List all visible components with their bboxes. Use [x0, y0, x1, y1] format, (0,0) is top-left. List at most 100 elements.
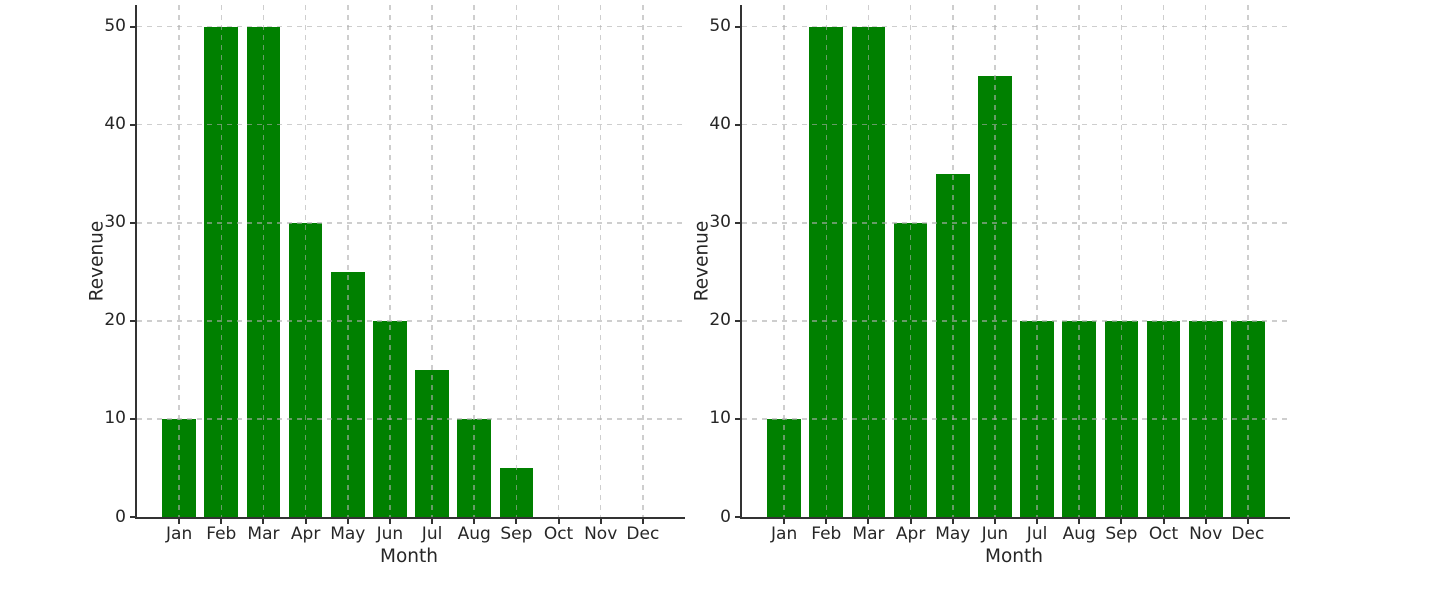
x-tick-jul [431, 519, 434, 524]
x-tick-label-may: May [935, 524, 971, 544]
x-tick-label-aug: Aug [1062, 524, 1096, 544]
y-tick-label-10: 10 [104, 408, 126, 429]
x-tick-aug [473, 519, 476, 524]
y-tick-label-30: 30 [104, 212, 126, 233]
y-tick-30 [130, 221, 135, 224]
y-tick-label-20: 20 [104, 310, 126, 331]
x-tick-label-may: May [330, 524, 366, 544]
plot-area-right: 0 10 20 30 40 50 Jan Feb Mar Apr May Jun Jul Aug Sep Oc… [709, 5, 1290, 543]
x-tick-nov [599, 519, 602, 524]
y-tick-20 [735, 319, 740, 322]
bar-dec [1230, 320, 1265, 517]
y-tick-label-0: 0 [115, 506, 126, 527]
bar-feb [204, 26, 239, 517]
y-tick-label-10: 10 [709, 408, 731, 429]
y-tick-40 [130, 123, 135, 126]
y-tick-50 [130, 25, 135, 28]
x-tick-apr [304, 519, 307, 524]
bar-nov [1188, 320, 1223, 517]
x-tick-oct [557, 519, 560, 524]
y-tick-10 [130, 417, 135, 420]
x-tick-label-jul: Jul [1026, 524, 1048, 544]
y-tick-label-50: 50 [709, 16, 731, 37]
x-tick-label-apr: Apr [895, 524, 926, 544]
y-tick-10 [735, 417, 740, 420]
x-tick-dec [641, 519, 644, 524]
y-tick-50 [735, 25, 740, 28]
bar-apr [893, 222, 928, 517]
x-tick-dec [1246, 519, 1249, 524]
x-tick-label-nov: Nov [584, 524, 618, 544]
x-tick-label-jul: Jul [421, 524, 443, 544]
bar-aug [1062, 320, 1097, 517]
x-tick-mar [262, 519, 265, 524]
x-tick-label-dec: Dec [1231, 524, 1265, 544]
bar-aug [457, 418, 492, 517]
v-gridline-sep [515, 5, 518, 517]
x-tick-feb [825, 519, 828, 524]
x-tick-label-jan: Jan [771, 524, 798, 544]
bar-jul [1020, 320, 1054, 517]
y-tick-20 [130, 319, 135, 322]
y-tick-label-50: 50 [104, 16, 126, 37]
x-axis-label: Month [985, 546, 1043, 567]
x-tick-label-oct: Oct [1148, 524, 1179, 544]
x-tick-label-mar: Mar [247, 524, 280, 544]
x-tick-jun [388, 519, 391, 524]
bar-mar [851, 26, 886, 517]
bar-jun [373, 320, 407, 517]
x-tick-aug [1078, 519, 1081, 524]
x-tick-sep [1120, 519, 1123, 524]
x-tick-label-jun: Jun [981, 524, 1009, 544]
x-tick-jul [1036, 519, 1039, 524]
y-tick-label-30: 30 [709, 212, 731, 233]
x-tick-jan [783, 519, 786, 524]
y-tick-label-40: 40 [709, 114, 731, 135]
y-tick-label-20: 20 [709, 310, 731, 331]
v-gridline-oct [557, 5, 560, 517]
x-tick-mar [867, 519, 870, 524]
x-tick-label-apr: Apr [290, 524, 321, 544]
bar-mar [246, 26, 281, 517]
x-tick-label-jun: Jun [376, 524, 404, 544]
y-tick-40 [735, 123, 740, 126]
x-tick-jun [993, 519, 996, 524]
x-tick-label-aug: Aug [457, 524, 491, 544]
x-tick-nov [1204, 519, 1207, 524]
bar-jun [978, 75, 1012, 517]
y-axis-label: Revenue [691, 220, 713, 302]
bar-may [330, 271, 365, 517]
x-axis-label: Month [380, 546, 438, 567]
bar-apr [288, 222, 323, 517]
bar-feb [809, 26, 844, 517]
x-tick-feb [220, 519, 223, 524]
x-tick-may [346, 519, 349, 524]
bar-may [935, 173, 970, 517]
plot-area-left: 0 10 20 30 40 50 Jan Feb Mar Apr May Jun Jul Aug Sep Oc… [104, 5, 685, 543]
x-tick-label-sep: Sep [1105, 524, 1138, 544]
x-tick-label-feb: Feb [811, 524, 842, 544]
bar-oct [1146, 320, 1181, 517]
x-tick-oct [1162, 519, 1165, 524]
y-tick-30 [735, 221, 740, 224]
revenue-chart-right: Revenue 0 10 20 30 40 50 Jan Feb Mar Apr May Jun Jul… [605, 0, 1325, 592]
bar-sep [1104, 320, 1139, 517]
x-tick-may [951, 519, 954, 524]
v-gridline-nov [599, 5, 602, 517]
x-tick-label-feb: Feb [206, 524, 237, 544]
bar-jan [767, 418, 801, 517]
bar-jul [415, 369, 449, 517]
y-tick-0 [735, 516, 740, 518]
x-tick-jan [178, 519, 181, 524]
x-tick-label-jan: Jan [166, 524, 193, 544]
x-tick-label-sep: Sep [500, 524, 533, 544]
y-tick-label-0: 0 [720, 506, 731, 527]
x-tick-label-nov: Nov [1189, 524, 1223, 544]
y-tick-0 [130, 516, 135, 518]
bar-sep [499, 467, 534, 517]
x-tick-label-mar: Mar [852, 524, 885, 544]
y-tick-label-40: 40 [104, 114, 126, 135]
x-tick-sep [515, 519, 518, 524]
x-tick-label-dec: Dec [626, 524, 660, 544]
